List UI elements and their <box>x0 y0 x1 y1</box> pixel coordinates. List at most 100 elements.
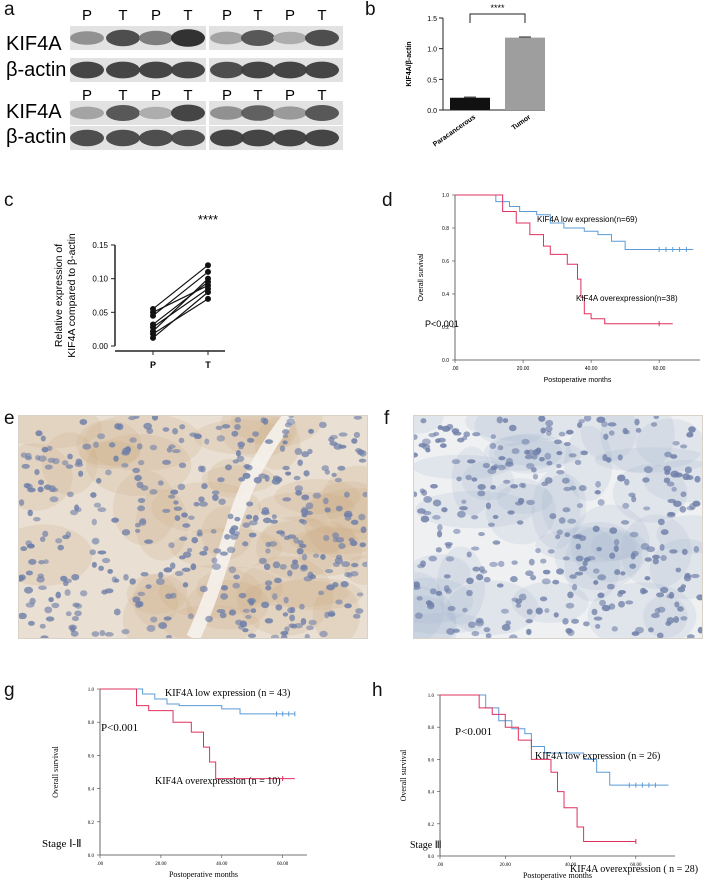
cell-nucleus <box>19 612 27 620</box>
cell-nucleus <box>258 557 267 565</box>
cell-nucleus <box>425 600 433 606</box>
cell-nucleus <box>425 447 431 453</box>
cell-nucleus <box>565 602 575 609</box>
cell-nucleus <box>234 423 241 431</box>
bar <box>450 97 490 110</box>
cell-nucleus <box>489 442 497 450</box>
cell-nucleus <box>91 537 100 545</box>
cell-nucleus <box>124 446 132 454</box>
cell-nucleus <box>437 524 443 532</box>
cell-nucleus <box>487 468 497 475</box>
cell-nucleus <box>24 586 34 594</box>
cell-nucleus <box>242 472 251 479</box>
cell-nucleus <box>273 577 282 584</box>
tissue-region <box>414 612 485 634</box>
cell-nucleus <box>688 426 696 433</box>
cell-nucleus <box>335 505 343 512</box>
cell-nucleus <box>505 457 513 465</box>
cell-nucleus <box>567 591 574 599</box>
cell-nucleus <box>571 618 580 624</box>
tissue-region <box>511 581 589 623</box>
cell-nucleus <box>496 416 503 424</box>
cell-nucleus <box>490 434 496 440</box>
cell-nucleus <box>555 534 561 540</box>
cell-nucleus <box>90 492 97 498</box>
cell-nucleus <box>558 517 566 524</box>
cell-nucleus <box>497 445 504 451</box>
cell-nucleus <box>203 545 209 552</box>
cell-nucleus <box>48 485 56 493</box>
cell-nucleus <box>575 543 582 550</box>
cell-nucleus <box>414 612 423 619</box>
cell-nucleus <box>211 563 221 570</box>
cell-nucleus <box>248 532 257 538</box>
cell-nucleus <box>362 491 367 498</box>
cell-nucleus <box>134 474 142 482</box>
cell-nucleus <box>288 623 295 629</box>
km-survival-chart-d: 0.0 0.2 0.4 0.6 0.8 1.0 .00 20.00 40.00 60.00 Post… <box>418 193 700 384</box>
y-tick-label: 0.15 <box>92 241 108 250</box>
y-tick-label: 1.0 <box>88 688 95 693</box>
cell-nucleus <box>334 477 343 483</box>
blot-band <box>210 129 244 147</box>
cell-nucleus <box>205 615 213 623</box>
cell-nucleus <box>657 518 665 526</box>
cell-nucleus <box>521 438 530 445</box>
blot-band <box>139 30 173 46</box>
cell-nucleus <box>228 566 237 574</box>
cell-nucleus <box>199 501 208 507</box>
cell-nucleus <box>471 630 480 637</box>
cell-nucleus <box>104 632 114 637</box>
cell-nucleus <box>134 522 141 528</box>
cell-nucleus <box>614 569 621 576</box>
cell-nucleus <box>280 531 286 537</box>
cell-nucleus <box>466 551 472 558</box>
pair-line <box>152 264 209 310</box>
cell-nucleus <box>508 424 517 432</box>
cell-nucleus <box>29 597 36 605</box>
cell-nucleus <box>134 528 141 533</box>
cell-nucleus <box>489 561 498 568</box>
cell-nucleus <box>193 501 200 507</box>
y-tick-label: 0.6 <box>88 754 95 759</box>
cell-nucleus <box>304 633 310 638</box>
cell-nucleus <box>646 546 656 553</box>
cell-nucleus <box>667 511 676 517</box>
cell-nucleus <box>592 525 600 533</box>
cell-nucleus <box>132 596 141 603</box>
cell-nucleus <box>335 599 343 605</box>
cell-nucleus <box>179 536 188 541</box>
cell-nucleus <box>583 621 590 627</box>
cell-nucleus <box>561 477 570 484</box>
cell-nucleus <box>466 459 476 464</box>
series-label: KIF4A low expression (n = 43) <box>165 688 290 699</box>
x-tick-label: P <box>150 360 156 370</box>
cell-nucleus <box>51 602 60 609</box>
tissue-region <box>436 546 486 625</box>
survival-curve-high <box>455 194 673 325</box>
tissue-region <box>19 524 93 586</box>
cell-nucleus <box>420 418 427 424</box>
y-tick-label: 0.05 <box>92 308 108 317</box>
cell-nucleus <box>289 614 296 622</box>
series-label: KIF4A low expression (n = 26) <box>535 751 660 762</box>
cell-nucleus <box>179 424 186 430</box>
lane-label-bottom: P <box>285 87 295 104</box>
tissue-region <box>414 416 444 434</box>
cell-nucleus <box>553 612 559 618</box>
cell-nucleus <box>538 416 546 422</box>
tissue-region <box>483 434 563 471</box>
bar <box>505 37 545 111</box>
cell-nucleus <box>67 491 74 498</box>
cell-nucleus <box>143 422 152 430</box>
cell-nucleus <box>327 610 336 618</box>
cell-nucleus <box>640 587 647 595</box>
cell-nucleus <box>280 631 289 636</box>
cell-nucleus <box>282 465 290 471</box>
cell-nucleus <box>55 538 63 544</box>
cell-nucleus <box>629 563 637 569</box>
cell-nucleus <box>169 562 176 570</box>
tissue-region <box>122 583 194 638</box>
lane-label-bottom: T <box>253 87 262 104</box>
significance-stars: **** <box>198 212 218 227</box>
